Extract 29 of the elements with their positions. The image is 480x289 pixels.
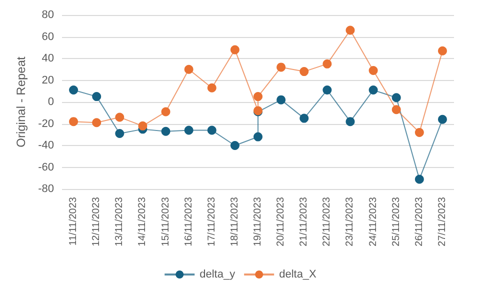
x-tick-label: 15/11/2023 xyxy=(160,196,172,246)
x-tick-label: 18/11/2023 xyxy=(229,196,240,246)
x-tick-label: 21/11/2023 xyxy=(298,196,310,246)
x-tick-label: 23/11/2023 xyxy=(344,196,356,246)
y-tick-label: -20 xyxy=(38,118,54,130)
x-tick-label: 27/11/2023 xyxy=(436,196,448,246)
y-axis-title: Original - Repeat xyxy=(14,56,28,148)
x-tick-label: 12/11/2023 xyxy=(91,196,102,246)
y-tick-label: 80 xyxy=(42,9,54,21)
x-tick-label: 19/11/2023 xyxy=(252,196,264,246)
x-tick-label: 22/11/2023 xyxy=(322,196,333,246)
x-tick-label: 26/11/2023 xyxy=(414,196,425,246)
x-tick-label: 16/11/2023 xyxy=(183,196,194,246)
x-tick-label: 17/11/2023 xyxy=(206,196,218,246)
y-tick-label: -60 xyxy=(38,161,54,174)
y-tick-label: 20 xyxy=(42,74,54,86)
x-tick-label: 14/11/2023 xyxy=(137,196,148,246)
x-tick-label: 20/11/2023 xyxy=(276,196,287,246)
x-tick-label: 25/11/2023 xyxy=(390,196,402,246)
y-tick-label: 60 xyxy=(42,30,54,43)
legend-label: delta_X xyxy=(279,268,318,280)
x-tick-label: 13/11/2023 xyxy=(114,196,126,246)
y-tick-label: -40 xyxy=(38,140,54,152)
x-tick-label: 11/11/2023 xyxy=(68,196,80,246)
x-tick-label: 24/11/2023 xyxy=(368,196,379,246)
legend-label: delta_y xyxy=(200,268,236,280)
y-tick-label: 0 xyxy=(48,96,54,108)
y-tick-label: -80 xyxy=(38,183,54,195)
y-tick-label: 40 xyxy=(42,52,54,64)
